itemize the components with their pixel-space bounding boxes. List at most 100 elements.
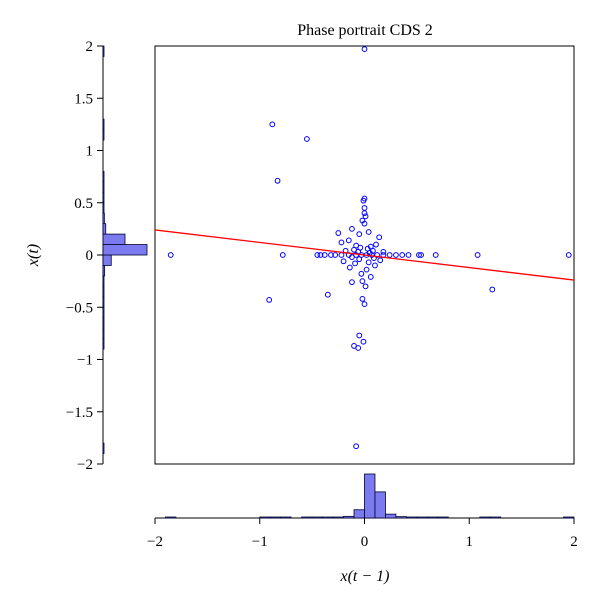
- data-point: [373, 241, 379, 248]
- data-point: [363, 266, 370, 273]
- chart-title: Phase portrait CDS 2: [297, 22, 433, 39]
- y-tick-label: 2: [86, 39, 94, 55]
- data-point: [358, 270, 365, 277]
- data-point: [365, 259, 372, 266]
- data-point: [418, 252, 424, 258]
- data-point: [266, 297, 273, 303]
- y-tick-label: −2: [77, 457, 93, 473]
- y-histogram-bar: [102, 129, 105, 141]
- data-point: [355, 345, 362, 351]
- data-point: [377, 257, 384, 264]
- y-histogram-bar: [102, 338, 105, 350]
- data-point: [361, 205, 368, 211]
- data-point: [346, 264, 353, 271]
- x-histogram-bar: [416, 516, 428, 519]
- data-point: [338, 239, 345, 246]
- data-point: [362, 283, 369, 290]
- data-point: [356, 332, 363, 339]
- data-point: [361, 46, 368, 53]
- data-point: [416, 252, 422, 258]
- y-tick-label: 0.5: [74, 196, 93, 212]
- y-histogram-bar: [102, 212, 105, 225]
- data-point: [356, 256, 363, 263]
- data-point: [359, 295, 366, 302]
- data-point: [345, 237, 352, 244]
- x-histogram-bar: [489, 516, 502, 519]
- y-histogram-bar: [102, 327, 105, 339]
- x-histogram-bar: [437, 516, 449, 519]
- data-point: [362, 213, 369, 220]
- y-histogram-bar: [102, 265, 106, 277]
- y-histogram-bar: [102, 254, 112, 266]
- data-point: [332, 252, 339, 258]
- data-point: [303, 136, 310, 142]
- y-histogram-bar: [102, 191, 105, 204]
- x-histogram-bar: [280, 516, 292, 519]
- y-axis-title: x(t): [25, 244, 42, 267]
- data-point: [279, 252, 286, 258]
- y-histogram-bar: [102, 181, 105, 193]
- data-point: [380, 248, 387, 255]
- y-tick-label: −0.5: [66, 300, 93, 316]
- data-point: [386, 252, 393, 258]
- x-histogram-bar: [426, 516, 439, 519]
- x-histogram-bar: [563, 516, 575, 519]
- y-tick-label: −1.5: [66, 405, 93, 421]
- data-point: [361, 210, 368, 217]
- data-point: [393, 252, 399, 258]
- y-histogram-bar: [102, 202, 105, 214]
- data-point: [349, 279, 355, 286]
- y-axis: 2 1.5 1 0.5 0 −0.5 −1 −1.5 −2: [66, 39, 104, 473]
- y-histogram-bar: [102, 275, 105, 287]
- data-point: [359, 278, 366, 285]
- x-axis: −2 −1 0 1 2: [147, 517, 578, 550]
- data-point: [489, 286, 496, 293]
- data-point: [372, 262, 378, 269]
- data-point: [338, 252, 345, 258]
- data-point: [376, 234, 383, 241]
- x-histogram-bar: [385, 513, 397, 519]
- y-tick-label: 1.5: [74, 91, 93, 107]
- x-tick-label: 0: [361, 534, 369, 550]
- data-point: [361, 301, 368, 308]
- data-point: [474, 252, 481, 258]
- x-tick-label: 2: [570, 534, 578, 550]
- data-point: [353, 443, 360, 450]
- data-point: [374, 252, 380, 258]
- data-point: [317, 252, 324, 258]
- data-point: [335, 230, 342, 236]
- x-histogram-bar: [165, 516, 177, 519]
- y-histogram-bar: [102, 45, 105, 57]
- x-histogram-bar: [374, 491, 386, 519]
- x-histogram-bar: [353, 509, 365, 519]
- fit-line: [154, 229, 575, 281]
- y-tick-label: −1: [77, 353, 93, 369]
- data-point: [340, 258, 347, 265]
- data-point: [314, 252, 321, 258]
- data-point: [365, 229, 372, 235]
- data-point: [367, 274, 374, 280]
- x-axis-title: x(t − 1): [340, 568, 390, 585]
- y-histogram-bar: [102, 296, 105, 308]
- data-point: [356, 231, 363, 238]
- y-tick-label: 1: [86, 144, 94, 160]
- x-tick-label: −2: [147, 534, 163, 550]
- x-histogram-bar: [395, 516, 407, 519]
- data-point: [352, 260, 358, 267]
- y-histogram-bar: [102, 442, 105, 454]
- x-histogram-bar: [301, 516, 313, 519]
- y-histogram-bar: [102, 118, 105, 131]
- x-histogram-bar: [405, 516, 418, 519]
- data-point: [349, 254, 355, 260]
- y-histogram-bar: [102, 170, 105, 183]
- y-histogram-bar: [102, 244, 148, 256]
- data-point: [269, 121, 276, 128]
- data-point: [565, 252, 572, 258]
- x-histogram-bar: [269, 516, 282, 519]
- y-histogram-bar: [102, 223, 107, 235]
- x-histogram-bar: [259, 516, 271, 519]
- data-point: [360, 197, 367, 204]
- x-histogram-bar: [322, 516, 334, 519]
- data-point: [432, 252, 439, 258]
